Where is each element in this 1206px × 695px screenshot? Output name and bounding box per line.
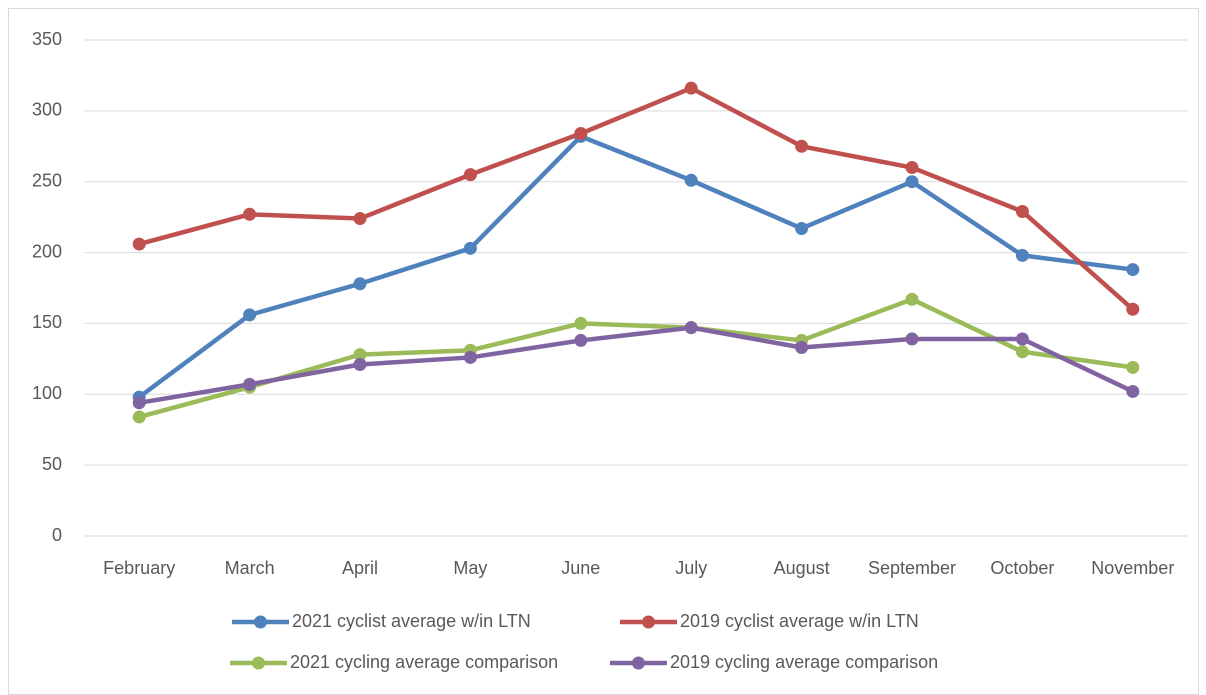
data-point — [1015, 204, 1029, 218]
y-tick-label: 100 — [32, 383, 62, 403]
data-point — [684, 321, 698, 335]
data-point — [1015, 332, 1029, 346]
y-tick-label: 150 — [32, 312, 62, 332]
x-tick-label: August — [774, 558, 830, 578]
data-point — [1126, 360, 1140, 374]
data-point — [905, 175, 919, 189]
legend-label: 2019 cycling average comparison — [670, 652, 938, 672]
x-tick-label: May — [453, 558, 487, 578]
data-point — [795, 341, 809, 355]
data-point — [1126, 263, 1140, 277]
y-tick-label: 300 — [32, 100, 62, 120]
data-point — [353, 212, 367, 226]
data-point — [132, 396, 146, 410]
data-point — [1126, 302, 1140, 316]
y-tick-label: 0 — [52, 525, 62, 545]
legend-label: 2019 cyclist average w/in LTN — [680, 611, 919, 631]
series-line — [136, 134, 1136, 400]
data-point — [905, 161, 919, 175]
series-line — [136, 297, 1136, 420]
data-point — [353, 277, 367, 291]
data-point — [353, 358, 367, 372]
data-point — [1015, 345, 1029, 359]
x-tick-label: October — [990, 558, 1054, 578]
x-tick-label: February — [103, 558, 175, 578]
data-point — [463, 241, 477, 255]
data-point — [463, 350, 477, 364]
y-tick-label: 350 — [32, 29, 62, 49]
legend-swatch-marker — [254, 615, 267, 629]
legend-label: 2021 cycling average comparison — [290, 652, 558, 672]
y-tick-label: 50 — [42, 454, 62, 474]
data-point — [353, 348, 367, 362]
data-point — [795, 221, 809, 235]
data-point — [243, 308, 257, 322]
data-point — [132, 410, 146, 424]
data-point — [463, 168, 477, 182]
series-line — [136, 325, 1136, 406]
data-point — [1126, 384, 1140, 398]
data-point — [574, 127, 588, 141]
data-point — [905, 332, 919, 346]
x-tick-label: March — [225, 558, 275, 578]
data-point — [684, 173, 698, 187]
legend-swatch-marker — [632, 656, 645, 670]
data-point — [243, 207, 257, 221]
data-point — [1015, 248, 1029, 262]
data-point — [905, 292, 919, 306]
legend-swatch-marker — [252, 656, 265, 670]
y-tick-label: 200 — [32, 241, 62, 261]
x-tick-label: November — [1091, 558, 1174, 578]
x-tick-label: April — [342, 558, 378, 578]
x-tick-label: July — [675, 558, 707, 578]
legend-swatch-marker — [642, 615, 655, 629]
legend-label: 2021 cyclist average w/in LTN — [292, 611, 531, 631]
x-tick-label: September — [868, 558, 956, 578]
data-point — [574, 316, 588, 330]
x-tick-label: June — [561, 558, 600, 578]
series-line — [136, 85, 1136, 312]
data-point — [243, 377, 257, 391]
y-tick-label: 250 — [32, 170, 62, 190]
data-point — [684, 81, 698, 95]
data-point — [132, 237, 146, 251]
data-point — [795, 139, 809, 153]
data-point — [574, 333, 588, 347]
